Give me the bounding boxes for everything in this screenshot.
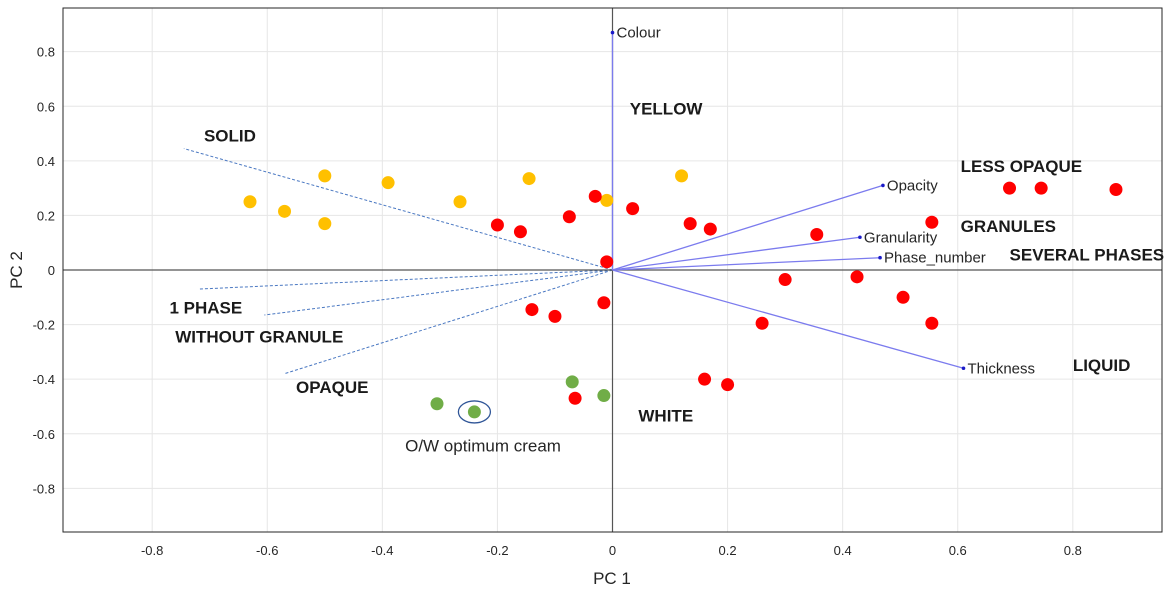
pole-label-less-opaque: LESS OPAQUE — [961, 157, 1083, 176]
score-point-red — [703, 222, 717, 236]
y-tick-label: -0.8 — [33, 481, 55, 496]
loading-vector-granularity — [612, 236, 861, 271]
x-axis-title: PC 1 — [593, 569, 631, 588]
score-point-yellow — [278, 204, 292, 218]
score-point-yellow — [318, 217, 332, 231]
score-point-red — [698, 372, 712, 386]
pole-label-solid: SOLID — [204, 127, 256, 146]
loading-label-granularity: Granularity — [864, 229, 938, 246]
score-point-red — [490, 218, 504, 232]
x-tick-label: 0.4 — [834, 543, 852, 558]
score-point-red — [1003, 181, 1017, 195]
score-point-red — [597, 296, 611, 310]
x-tick-label: -0.2 — [486, 543, 508, 558]
score-point-red — [525, 303, 539, 317]
loading-tip-granularity — [858, 235, 862, 240]
pole-label-white: WHITE — [638, 406, 693, 425]
loading-label-opacity: Opacity — [887, 177, 938, 194]
x-tick-label: 0.6 — [949, 543, 967, 558]
tick-labels: -0.8 -0.6 -0.4 -0.2 0 0.2 0.4 0.6 0.8 0.8 0.6 0.4 0.… — [33, 45, 1082, 558]
score-point-yellow — [243, 195, 257, 209]
score-point-yellow — [318, 169, 332, 183]
loading-tip-opacity — [881, 183, 885, 188]
score-point-red — [778, 273, 792, 287]
y-tick-label: -0.6 — [33, 427, 55, 442]
score-point-red — [721, 378, 735, 392]
negative-loading-line — [198, 269, 613, 290]
loading-tip-colour — [610, 30, 615, 35]
loading-vectors — [610, 30, 966, 371]
y-tick-label: 0.4 — [37, 154, 55, 169]
chart-labels: Colour Opacity Granularity Phase_number Thic… — [169, 25, 1164, 456]
score-point-red — [755, 316, 769, 330]
score-point-red — [925, 316, 939, 330]
score-point-red — [896, 290, 910, 304]
score-point-red — [548, 309, 562, 323]
score-point-green — [565, 375, 579, 389]
loading-label-thickness: Thickness — [967, 360, 1035, 377]
score-point-red — [562, 210, 576, 224]
x-tick-label: 0.8 — [1064, 543, 1082, 558]
loading-tip-phase-number — [878, 255, 882, 260]
negative-loading-line — [264, 269, 613, 316]
score-point-red — [588, 189, 602, 203]
score-point-red — [810, 228, 824, 242]
y-tick-label: 0.8 — [37, 45, 55, 60]
x-tick-label: -0.6 — [256, 543, 278, 558]
pole-label-several-phases: SEVERAL PHASES — [1010, 245, 1165, 264]
score-points — [243, 169, 1123, 424]
score-point-yellow — [600, 193, 614, 207]
score-point-yellow — [522, 172, 536, 186]
pole-label-yellow: YELLOW — [630, 99, 704, 118]
score-point-red — [1109, 182, 1123, 196]
score-point-green — [430, 397, 444, 411]
negative-loading-line — [183, 148, 613, 271]
loading-label-phase-number: Phase_number — [884, 250, 986, 267]
loading-tip-thickness — [961, 366, 966, 371]
score-point-green — [467, 405, 481, 419]
y-tick-label: 0 — [48, 263, 55, 278]
negative-loading-line — [284, 269, 613, 375]
score-point-red — [1034, 181, 1048, 195]
pole-label-1-phase: 1 PHASE — [169, 299, 242, 318]
score-point-yellow — [675, 169, 689, 183]
optimum-highlight-circle — [457, 400, 492, 424]
loading-vector-opacity — [612, 184, 884, 271]
score-point-red — [925, 215, 939, 229]
score-point-yellow — [381, 176, 395, 190]
score-point-green — [597, 389, 611, 403]
x-tick-label: 0.2 — [719, 543, 737, 558]
pole-label-liquid: LIQUID — [1073, 356, 1131, 375]
y-tick-label: 0.6 — [37, 99, 55, 114]
pole-label-without-granule: WITHOUT GRANULE — [175, 327, 343, 346]
x-tick-label: 0 — [609, 543, 616, 558]
x-tick-label: -0.4 — [371, 543, 393, 558]
plot-frame — [62, 7, 1163, 533]
negative-loading-lines — [183, 148, 613, 375]
loading-label-colour: Colour — [617, 25, 661, 42]
y-tick-label: -0.4 — [33, 372, 55, 387]
pole-label-opaque: OPAQUE — [296, 378, 368, 397]
score-point-red — [850, 270, 864, 284]
score-point-red — [513, 225, 527, 239]
loading-vector-thickness — [612, 269, 964, 369]
y-axis-title: PC 2 — [7, 251, 26, 289]
pole-label-granules: GRANULES — [961, 217, 1056, 236]
score-point-red — [683, 217, 697, 231]
y-tick-label: 0.2 — [37, 208, 55, 223]
score-point-red — [626, 202, 640, 216]
y-tick-label: -0.2 — [33, 318, 55, 333]
x-tick-label: -0.8 — [141, 543, 163, 558]
loading-vector-phase-number — [612, 257, 881, 271]
score-point-yellow — [453, 195, 467, 209]
score-point-red — [600, 255, 614, 269]
optimum-cream-annotation: O/W optimum cream — [405, 436, 561, 455]
score-point-red — [568, 391, 582, 405]
